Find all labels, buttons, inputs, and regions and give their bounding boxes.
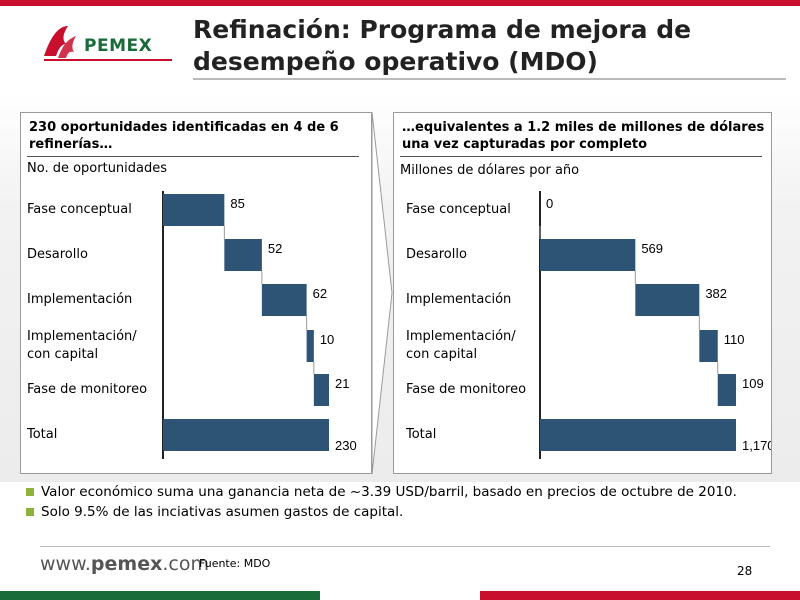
- data-label: 1,170: [742, 438, 771, 453]
- category-label: Desarollo: [406, 246, 467, 264]
- category-label: Fase de monitoreo: [406, 381, 526, 399]
- category-label: Fase conceptual: [27, 201, 132, 219]
- bullet-text: Solo 9.5% de las inciativas asumen gasto…: [41, 504, 404, 520]
- left-chart-title-rule: [27, 156, 359, 157]
- data-label: 21: [335, 376, 349, 391]
- bullet-item: Solo 9.5% de las inciativas asumen gasto…: [26, 502, 737, 522]
- bar: [540, 419, 736, 451]
- category-label-line: Implementación: [406, 292, 512, 307]
- title-line-1: Refinación: Programa de mejora de: [193, 15, 692, 44]
- pemex-logo: [44, 26, 172, 61]
- category-label-line: Fase de monitoreo: [27, 382, 148, 397]
- data-label: 382: [705, 286, 727, 301]
- left-chart-unit-label: No. de oportunidades: [27, 161, 168, 176]
- bar: [635, 284, 700, 316]
- left-chart-svg: 85 52 62 10 21 230: [162, 191, 357, 459]
- data-label: 230: [335, 438, 357, 453]
- category-label-line: Fase conceptual: [406, 202, 511, 217]
- category-label-line: con capital: [27, 347, 99, 362]
- footer-url[interactable]: www.pemex.com: [40, 553, 209, 575]
- page-number: 28: [737, 564, 753, 578]
- slide-title: Refinación: Programa de mejora de desemp…: [193, 14, 793, 78]
- right-chart-unit-label: Millones de dólares por año: [400, 163, 580, 178]
- bar: [163, 194, 225, 226]
- category-label-line: Desarollo: [27, 247, 88, 262]
- data-label: 52: [268, 241, 282, 256]
- bullet-marker: [26, 508, 34, 516]
- category-label-line: Implementación/: [27, 329, 137, 344]
- right-chart-svg: 0 569 382 110 109 1,170: [539, 191, 771, 459]
- category-label-line: Desarollo: [406, 247, 467, 262]
- source-note: Fuente: MDO: [199, 557, 271, 570]
- bullet-marker: [26, 488, 34, 496]
- bottom-accent-bar: [0, 591, 800, 600]
- logo-wordmark: PEMEX: [84, 36, 153, 56]
- category-label: Total: [27, 426, 57, 444]
- bar: [261, 284, 307, 316]
- category-label: Total: [406, 426, 436, 444]
- right-chart-title: …equivalentes a 1.2 miles de millones de…: [402, 120, 765, 152]
- bar: [717, 374, 736, 406]
- data-label: 62: [313, 286, 327, 301]
- category-label-line: Fase conceptual: [27, 202, 132, 217]
- category-label: Implementación: [27, 291, 132, 309]
- right-chart-panel: …equivalentes a 1.2 miles de millones de…: [393, 112, 772, 474]
- title-divider: [193, 78, 786, 80]
- category-label: Fase conceptual: [406, 201, 511, 219]
- panel-arrow: [372, 112, 393, 474]
- data-label: 10: [320, 332, 334, 347]
- bar: [163, 419, 329, 451]
- title-line-2: desempeño operativo (MDO): [193, 47, 598, 76]
- category-label-line: Fase de monitoreo: [406, 382, 527, 397]
- category-label: Desarollo: [27, 246, 88, 264]
- data-label: 85: [230, 196, 244, 211]
- bar: [306, 330, 314, 362]
- category-label-line: Total: [406, 427, 437, 442]
- category-label-line: Implementación/: [406, 329, 516, 344]
- data-label: 569: [641, 241, 663, 256]
- footer-divider: [40, 546, 770, 547]
- category-label: Implementación: [406, 291, 511, 309]
- data-label: 0: [546, 196, 553, 211]
- bar: [540, 239, 636, 271]
- data-label: 109: [742, 376, 764, 391]
- bar: [313, 374, 329, 406]
- category-label: Implementación/con capital: [27, 328, 137, 364]
- data-label: 110: [724, 332, 745, 347]
- category-label-line: Implementación: [27, 292, 133, 307]
- bullet-text: Valor económico suma una ganancia neta d…: [41, 484, 737, 500]
- category-label: Implementación/con capital: [406, 328, 516, 364]
- left-chart-title: 230 oportunidades identificadas en 4 de …: [29, 120, 339, 152]
- bar: [224, 239, 262, 271]
- bullet-list: Valor económico suma una ganancia neta d…: [26, 482, 737, 522]
- right-chart-title-rule: [400, 156, 762, 157]
- left-chart-panel: 230 oportunidades identificadas en 4 de …: [20, 112, 372, 474]
- category-label: Fase de monitoreo: [27, 381, 147, 399]
- category-label-line: Total: [27, 427, 58, 442]
- category-label-line: con capital: [406, 347, 478, 362]
- bar: [699, 330, 718, 362]
- top-accent-bar: [0, 0, 800, 6]
- bullet-item: Valor económico suma una ganancia neta d…: [26, 482, 737, 502]
